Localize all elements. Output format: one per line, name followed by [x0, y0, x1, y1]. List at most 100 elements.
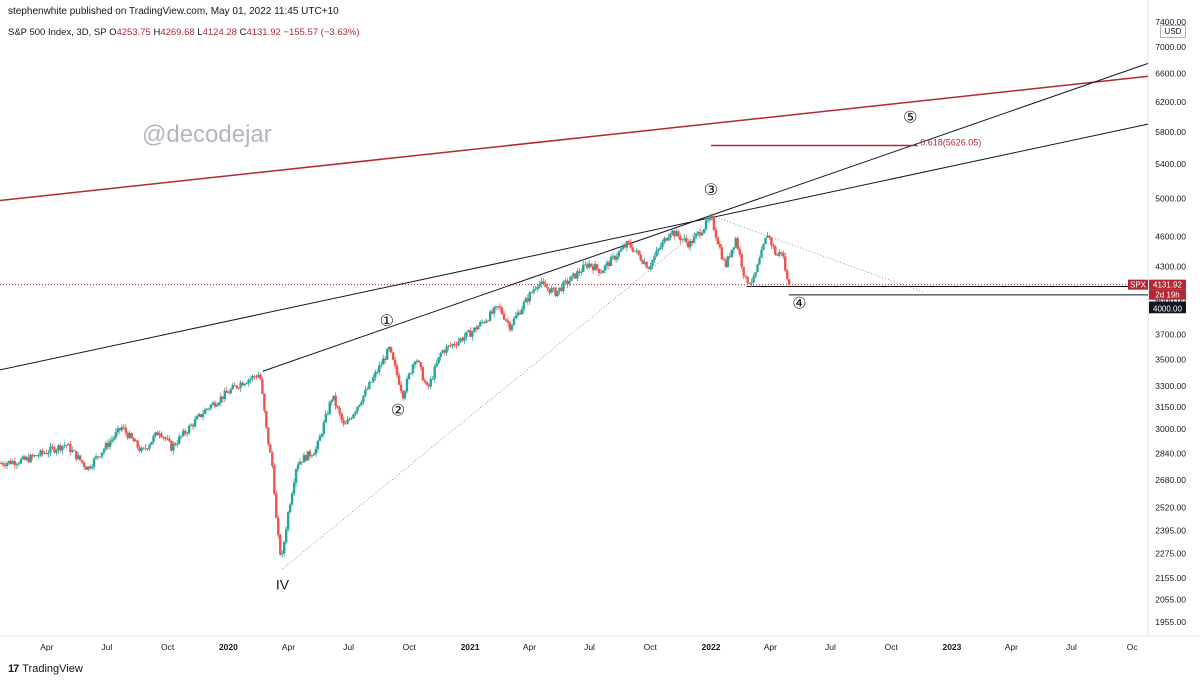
candle-body: [433, 366, 436, 379]
candle-body: [71, 450, 74, 453]
candle-body: [756, 264, 759, 273]
candle-body: [764, 237, 767, 245]
candle-body: [591, 266, 595, 271]
candle-body: [191, 424, 195, 427]
candle-body: [90, 466, 94, 469]
candle-body: [770, 237, 773, 246]
candle-body: [423, 380, 427, 382]
candle-body: [663, 238, 666, 243]
candle-body: [582, 264, 585, 272]
candle-body: [631, 247, 634, 252]
trendline[interactable]: [282, 226, 704, 570]
time-tick-label: Jul: [343, 642, 354, 652]
price-tick-label: 4600.00: [1155, 231, 1186, 241]
candle-body: [29, 454, 32, 463]
candle-body: [197, 413, 201, 417]
candle-body: [57, 445, 60, 451]
candle-body: [572, 273, 575, 276]
publisher-line: stephenwhite published on TradingView.co…: [8, 6, 339, 17]
candle-body: [532, 289, 535, 293]
price-tick-label: 3000.00: [1155, 424, 1186, 434]
candle-body: [397, 375, 401, 385]
candle-body: [344, 423, 347, 425]
candle-body: [247, 379, 250, 384]
candle-body: [75, 451, 78, 460]
candle-body: [39, 450, 42, 456]
candle-body: [82, 462, 86, 467]
candle-body: [439, 353, 442, 358]
time-tick-label: Jul: [1066, 642, 1077, 652]
candle-body: [348, 418, 351, 420]
candle-body: [786, 270, 789, 280]
time-tick-label: Oct: [403, 642, 417, 652]
candle-body: [389, 346, 393, 353]
candle-body: [265, 410, 268, 428]
time-tick-label: Apr: [40, 642, 53, 652]
trendline[interactable]: [262, 62, 1149, 372]
candle-body: [538, 283, 541, 287]
candle-body: [79, 455, 82, 461]
candle-body: [172, 443, 175, 451]
candle-body: [164, 437, 167, 439]
candle-body: [368, 382, 371, 389]
candle-body: [429, 378, 432, 387]
high-label: H: [153, 27, 161, 38]
candle-body: [158, 433, 161, 436]
candle-body: [239, 382, 242, 388]
candle-body: [114, 432, 118, 438]
candle-body: [267, 427, 270, 445]
candle-body: [728, 256, 731, 258]
open-value: 4253.75: [116, 27, 151, 38]
candle-body: [217, 402, 221, 405]
candle-body: [320, 434, 324, 437]
candle-body: [738, 248, 741, 255]
candle-body: [334, 395, 337, 407]
candle-body: [710, 216, 714, 218]
currency-button[interactable]: USD: [1160, 25, 1186, 38]
candle-body: [92, 458, 96, 467]
trendline[interactable]: [0, 123, 1149, 371]
candle-body: [223, 390, 226, 400]
candle-body: [298, 461, 302, 465]
candle-body: [467, 330, 470, 332]
candle-body: [336, 406, 339, 408]
candle-body: [665, 238, 668, 241]
candle-body: [536, 286, 539, 289]
candle-body: [655, 250, 658, 257]
candle-body: [425, 381, 428, 385]
candle-body: [376, 372, 379, 373]
time-tick-label: 2022: [702, 642, 721, 652]
candle-body: [700, 232, 704, 236]
candle-body: [237, 387, 240, 389]
candle-body: [322, 422, 326, 435]
candle-body: [207, 408, 211, 410]
candle-body: [80, 460, 84, 463]
trendline[interactable]: [0, 75, 1149, 202]
candle-body: [593, 264, 597, 271]
candle-body: [734, 238, 737, 248]
candle-body: [126, 432, 129, 439]
candle-body: [498, 306, 502, 309]
tradingview-footer[interactable]: 17 TradingView: [8, 663, 83, 675]
wave-annotation: ⑤: [903, 110, 917, 127]
candle-body: [27, 457, 30, 463]
candle-body: [736, 238, 739, 249]
candle-body: [589, 263, 593, 267]
candle-body: [694, 233, 698, 237]
candle-body: [629, 241, 632, 248]
candle-body: [649, 265, 652, 270]
time-tick-label: Apr: [1005, 642, 1018, 652]
candle-body: [653, 256, 656, 260]
candle-body: [370, 381, 373, 383]
candle-body: [25, 457, 28, 460]
candle-body: [296, 464, 300, 470]
candle-body: [552, 287, 555, 289]
candle-body: [564, 280, 567, 282]
candle-body: [282, 542, 286, 554]
time-tick-label: Apr: [764, 642, 777, 652]
candle-body: [683, 238, 686, 240]
price-tick-label: 6600.00: [1155, 69, 1186, 79]
candle-body: [120, 427, 123, 431]
candle-body: [685, 238, 688, 243]
